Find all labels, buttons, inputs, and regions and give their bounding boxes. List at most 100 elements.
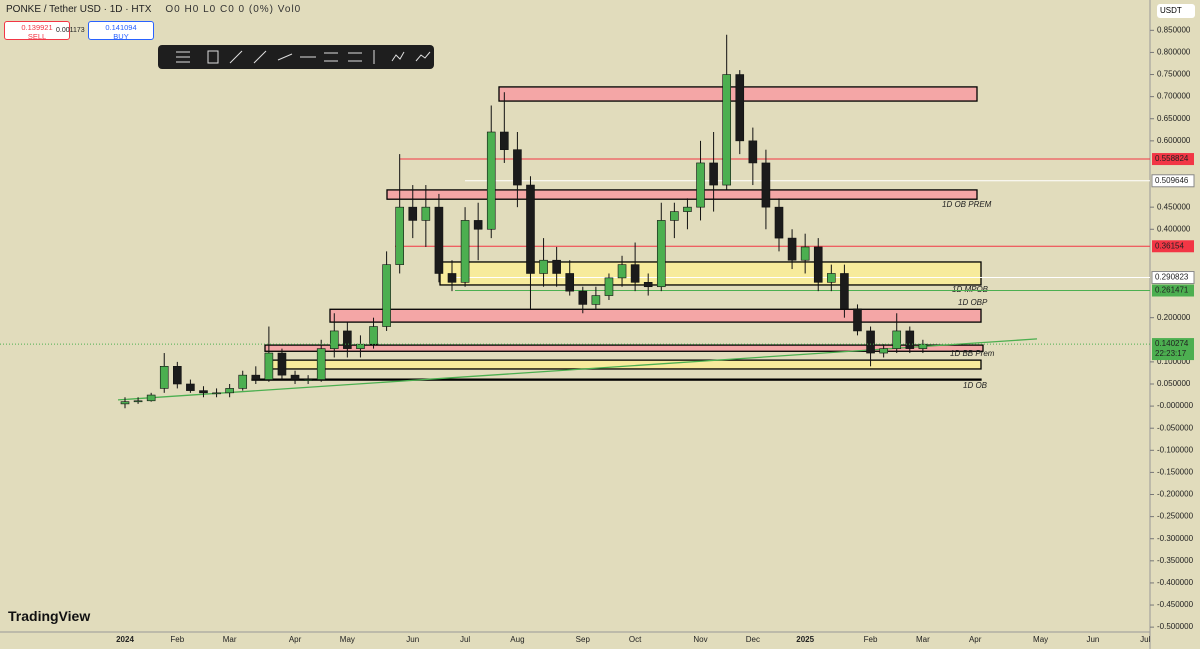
candle-body [447, 273, 457, 283]
candle-body [212, 392, 221, 395]
candle-body [630, 264, 640, 283]
header: PONKE / Tether USD · 1D · HTX O0 H0 L0 C… [6, 4, 301, 15]
candle-body [343, 330, 352, 349]
zone [439, 261, 982, 286]
candle-body [460, 220, 470, 283]
candle-body [120, 401, 130, 405]
candle-body [421, 206, 431, 221]
price-level-label: 0.290823 [1155, 273, 1189, 282]
buy-button[interactable]: 0.141094 BUY [88, 21, 154, 41]
last-price-badge [1152, 338, 1194, 361]
candle-body [840, 273, 849, 310]
candle-body [853, 308, 862, 332]
candle-body [500, 131, 509, 150]
x-tick-label: Apr [969, 635, 982, 644]
candle-body [709, 162, 718, 186]
y-tick-label: -0.300000 [1157, 534, 1194, 543]
y-tick-label: 0.850000 [1157, 25, 1191, 34]
ohlc: O0 H0 L0 C0 0 (0%) Vol0 [165, 4, 302, 15]
candle-body [199, 390, 208, 394]
zone [264, 344, 984, 352]
price-level-badge [1152, 284, 1194, 297]
candle-body [617, 264, 627, 279]
candle-body [382, 264, 391, 327]
candle-body [146, 394, 156, 402]
candle-body [133, 400, 143, 403]
y-tick-label: 0.200000 [1157, 313, 1191, 322]
candle-body [303, 379, 313, 381]
y-tick-label: 0.600000 [1157, 136, 1191, 145]
candle-body [329, 330, 339, 349]
x-tick-label: May [340, 635, 355, 644]
candle-body [761, 162, 771, 208]
candle-body [539, 259, 548, 274]
zone [267, 359, 982, 370]
candle-body [748, 140, 758, 164]
price-level-label: 0.509646 [1155, 176, 1189, 185]
buy-price: 0.141094 [105, 23, 137, 32]
candle-body [813, 246, 823, 283]
candle-body [892, 330, 902, 349]
price-level-badge [1152, 240, 1194, 253]
y-tick-label: 0.400000 [1157, 224, 1191, 233]
candle-body [264, 352, 274, 380]
candle-body [395, 206, 404, 265]
candle-body [369, 326, 378, 345]
candle-body [356, 343, 365, 349]
x-tick-label: Feb [170, 635, 184, 644]
y-tick-label: -0.000000 [1157, 401, 1194, 410]
candle-body [186, 383, 195, 391]
y-tick-label: 0.100000 [1157, 357, 1191, 366]
last-price-label: 0.140274 [1155, 339, 1189, 348]
x-tick-label: Jul [460, 635, 470, 644]
candle-body [565, 273, 575, 292]
toolbar-icons [176, 50, 431, 64]
x-tick-label: Apr [289, 635, 302, 644]
zone-label: 1D MPOB [952, 285, 989, 294]
candle-body [918, 343, 928, 349]
zone [251, 378, 982, 381]
candle-body [225, 388, 234, 394]
y-tick-label: 0.050000 [1157, 379, 1191, 388]
candle-body [604, 277, 614, 296]
candle-body [434, 206, 444, 274]
x-tick-label: Sep [576, 635, 591, 644]
candle-body [526, 184, 535, 274]
candle-body [316, 348, 326, 380]
candle-body [513, 149, 522, 186]
x-tick-label: Dec [746, 635, 760, 644]
x-tick-label: 2024 [116, 635, 134, 644]
y-tick-label: -0.200000 [1157, 490, 1194, 499]
zone [329, 308, 982, 323]
x-tick-label: Oct [629, 635, 642, 644]
zone-label: 1D BB Prem [950, 349, 995, 358]
zone [498, 86, 978, 102]
candle-body [290, 374, 300, 380]
buy-label: BUY [113, 32, 129, 41]
candle-body [866, 330, 875, 354]
candle-body [643, 282, 653, 288]
y-tick-label: -0.100000 [1157, 445, 1194, 454]
currency-select[interactable]: USDT [1157, 4, 1195, 18]
y-tick-label: 0.450000 [1157, 202, 1191, 211]
candle-body [696, 162, 705, 208]
candle-body [408, 206, 418, 221]
x-tick-label: Mar [916, 635, 930, 644]
countdown: 22:23:17 [1155, 349, 1187, 358]
toolbar-glyphs[interactable] [176, 50, 431, 64]
price-level-badge [1151, 174, 1195, 188]
y-tick-label: 0.800000 [1157, 48, 1191, 57]
zone [386, 189, 978, 200]
candle-body [827, 273, 836, 283]
candle-body [656, 220, 666, 288]
candle-body [578, 290, 588, 305]
x-tick-label: Nov [693, 635, 707, 644]
zone-label: 1D OB PREM [942, 200, 992, 209]
zone-label: 1D OB [963, 381, 988, 390]
candle-body [552, 259, 561, 274]
sell-button[interactable]: 0.139921 SELL [4, 21, 70, 41]
candle-body [670, 211, 679, 221]
zone-label: 1D OBP [958, 298, 988, 307]
price-level-label: 0.36154 [1155, 241, 1184, 250]
